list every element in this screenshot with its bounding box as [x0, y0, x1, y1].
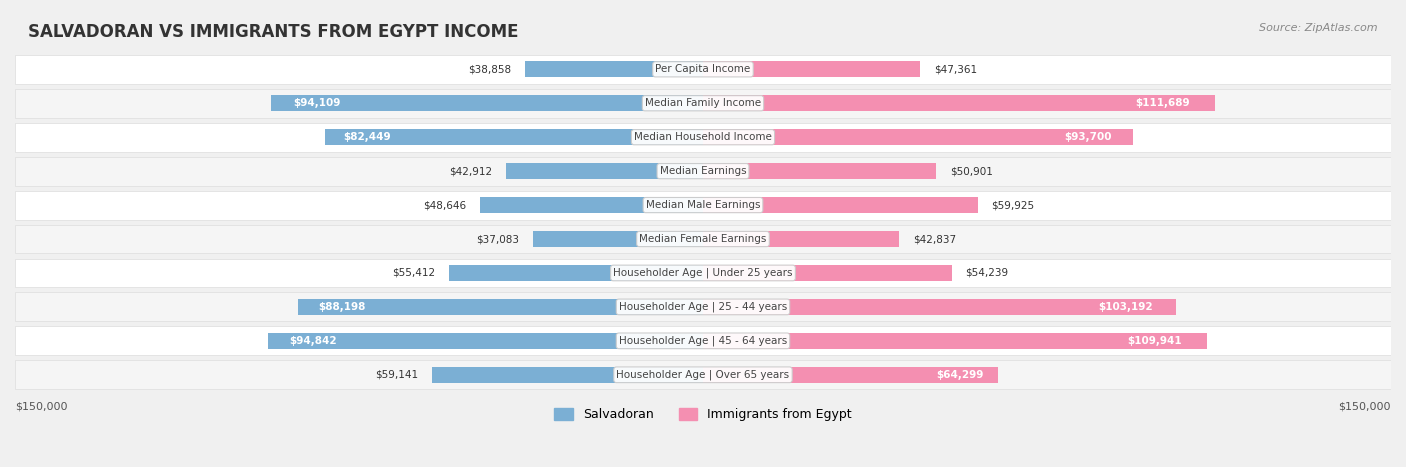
Text: $150,000: $150,000 [15, 402, 67, 412]
FancyBboxPatch shape [533, 231, 703, 247]
Text: Householder Age | 45 - 64 years: Householder Age | 45 - 64 years [619, 336, 787, 346]
Text: Median Female Earnings: Median Female Earnings [640, 234, 766, 244]
FancyBboxPatch shape [15, 191, 1391, 219]
Text: $94,842: $94,842 [290, 336, 337, 346]
FancyBboxPatch shape [479, 197, 703, 213]
Text: $111,689: $111,689 [1135, 98, 1189, 108]
Text: Householder Age | Over 65 years: Householder Age | Over 65 years [616, 369, 790, 380]
Text: $103,192: $103,192 [1098, 302, 1153, 312]
FancyBboxPatch shape [15, 259, 1391, 287]
Text: Median Earnings: Median Earnings [659, 166, 747, 176]
FancyBboxPatch shape [15, 225, 1391, 254]
FancyBboxPatch shape [703, 163, 936, 179]
FancyBboxPatch shape [15, 326, 1391, 355]
FancyBboxPatch shape [703, 197, 977, 213]
Text: $48,646: $48,646 [423, 200, 467, 210]
Text: $59,925: $59,925 [991, 200, 1035, 210]
Text: $38,858: $38,858 [468, 64, 510, 74]
FancyBboxPatch shape [449, 265, 703, 281]
Text: Source: ZipAtlas.com: Source: ZipAtlas.com [1260, 23, 1378, 33]
Text: $42,912: $42,912 [450, 166, 492, 176]
Text: $94,109: $94,109 [292, 98, 340, 108]
FancyBboxPatch shape [15, 55, 1391, 84]
FancyBboxPatch shape [15, 123, 1391, 152]
Text: Householder Age | 25 - 44 years: Householder Age | 25 - 44 years [619, 302, 787, 312]
FancyBboxPatch shape [432, 367, 703, 383]
Text: $47,361: $47,361 [934, 64, 977, 74]
FancyBboxPatch shape [703, 231, 900, 247]
Text: Median Household Income: Median Household Income [634, 132, 772, 142]
FancyBboxPatch shape [15, 157, 1391, 185]
FancyBboxPatch shape [703, 265, 952, 281]
FancyBboxPatch shape [15, 361, 1391, 389]
Text: $55,412: $55,412 [392, 268, 434, 278]
Text: Householder Age | Under 25 years: Householder Age | Under 25 years [613, 268, 793, 278]
FancyBboxPatch shape [506, 163, 703, 179]
Text: $93,700: $93,700 [1064, 132, 1111, 142]
FancyBboxPatch shape [271, 95, 703, 111]
FancyBboxPatch shape [703, 129, 1133, 145]
Text: $109,941: $109,941 [1128, 336, 1182, 346]
FancyBboxPatch shape [703, 367, 998, 383]
FancyBboxPatch shape [325, 129, 703, 145]
Text: $50,901: $50,901 [950, 166, 993, 176]
Text: Per Capita Income: Per Capita Income [655, 64, 751, 74]
Text: Median Male Earnings: Median Male Earnings [645, 200, 761, 210]
Legend: Salvadoran, Immigrants from Egypt: Salvadoran, Immigrants from Egypt [550, 403, 856, 426]
Text: SALVADORAN VS IMMIGRANTS FROM EGYPT INCOME: SALVADORAN VS IMMIGRANTS FROM EGYPT INCO… [28, 23, 519, 42]
FancyBboxPatch shape [703, 333, 1208, 349]
FancyBboxPatch shape [298, 299, 703, 315]
Text: $88,198: $88,198 [319, 302, 366, 312]
Text: $150,000: $150,000 [1339, 402, 1391, 412]
Text: $64,299: $64,299 [936, 370, 983, 380]
FancyBboxPatch shape [15, 89, 1391, 118]
Text: $82,449: $82,449 [343, 132, 391, 142]
Text: Median Family Income: Median Family Income [645, 98, 761, 108]
FancyBboxPatch shape [703, 95, 1215, 111]
FancyBboxPatch shape [524, 61, 703, 77]
FancyBboxPatch shape [703, 61, 921, 77]
Text: $37,083: $37,083 [477, 234, 519, 244]
Text: $59,141: $59,141 [375, 370, 418, 380]
Text: $54,239: $54,239 [966, 268, 1008, 278]
Text: $42,837: $42,837 [914, 234, 956, 244]
FancyBboxPatch shape [269, 333, 703, 349]
FancyBboxPatch shape [15, 292, 1391, 321]
FancyBboxPatch shape [703, 299, 1177, 315]
